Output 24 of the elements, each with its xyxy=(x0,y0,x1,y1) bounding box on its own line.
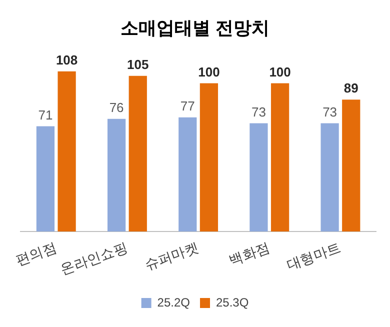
bar xyxy=(200,83,218,232)
data-label: 89 xyxy=(344,80,358,96)
data-label: 71 xyxy=(38,107,53,122)
data-label: 100 xyxy=(198,64,220,80)
bar xyxy=(58,71,76,232)
chart-title: 소매업태별 전망치 xyxy=(120,18,270,38)
x-tick-label: 백화점 xyxy=(226,238,272,268)
legend-label: 25.3Q xyxy=(216,295,249,310)
bar xyxy=(320,123,339,232)
data-label: 73 xyxy=(322,104,338,120)
bar xyxy=(107,118,126,232)
bar xyxy=(270,83,290,232)
data-label: 73 xyxy=(251,104,266,120)
data-label: 100 xyxy=(269,64,291,80)
legend-label: 25.2Q xyxy=(157,295,190,310)
data-label: 108 xyxy=(56,52,78,68)
bar xyxy=(250,123,268,232)
bar xyxy=(342,100,360,232)
data-label: 77 xyxy=(180,98,195,114)
bar xyxy=(128,76,147,232)
bar xyxy=(36,126,55,232)
data-label: 105 xyxy=(127,56,149,72)
data-label: 76 xyxy=(109,100,124,115)
bar xyxy=(178,117,197,232)
